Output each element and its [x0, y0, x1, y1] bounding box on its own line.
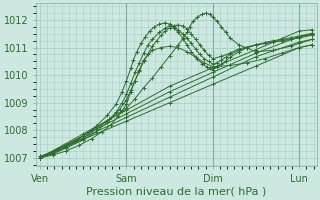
X-axis label: Pression niveau de la mer( hPa ): Pression niveau de la mer( hPa ) — [86, 187, 266, 197]
